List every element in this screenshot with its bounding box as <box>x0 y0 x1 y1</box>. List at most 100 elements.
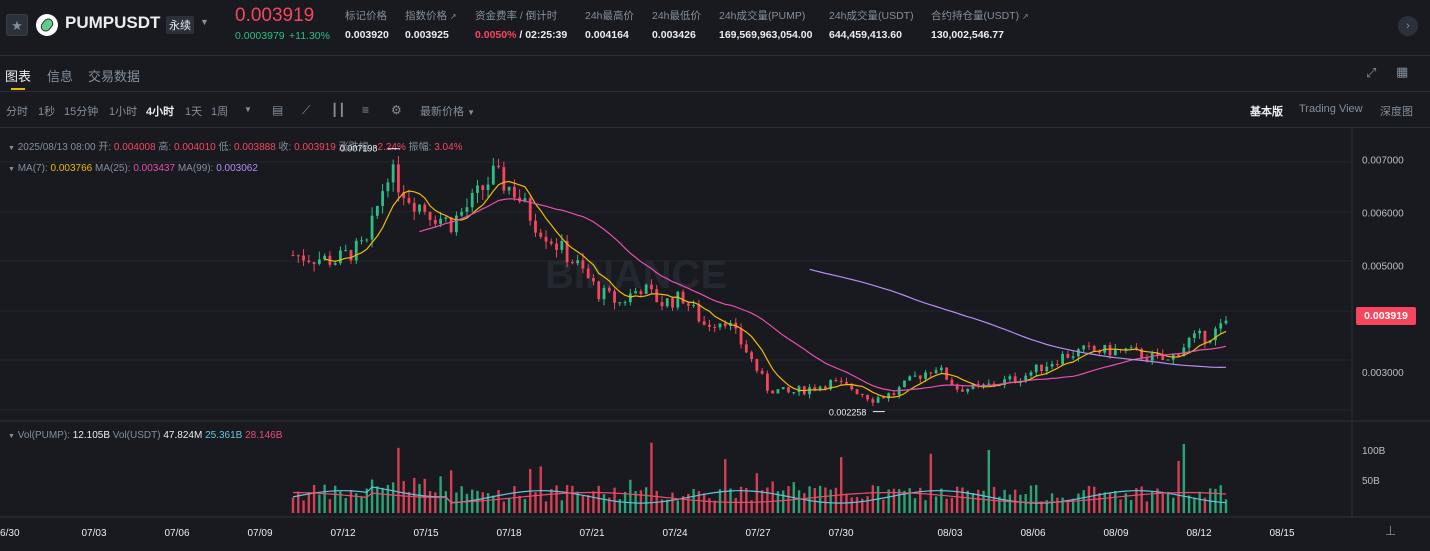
candle-body <box>323 255 327 260</box>
chart-settings-icon[interactable]: ⊥ <box>1385 523 1397 538</box>
interval-1h[interactable]: 1小时 <box>109 106 138 118</box>
price-axis-label: 0.003000 <box>1362 368 1404 379</box>
candle-body <box>307 260 311 263</box>
volume-bar <box>650 442 653 513</box>
candle-body <box>929 372 933 374</box>
volume-bar <box>681 496 685 513</box>
layout-grid-icon[interactable]: ▦ <box>1396 64 1409 79</box>
candle-body <box>539 232 543 237</box>
tab-chart[interactable]: 图表 <box>5 69 32 84</box>
price-markers: 0.007198 0.002258 <box>340 144 885 418</box>
candle-body <box>813 387 817 391</box>
volume-bar <box>1071 498 1075 513</box>
volume-bar <box>977 489 980 513</box>
settings-gear-icon[interactable]: ⚙ <box>391 103 402 117</box>
volume-bar <box>1219 485 1222 513</box>
fullscreen-icon[interactable]: ⤢ <box>1366 65 1377 80</box>
price-type-select[interactable]: 最新价格 ▼ <box>420 106 475 118</box>
volume-bar <box>1129 500 1133 513</box>
symbol-name[interactable]: PUMPUSDT <box>65 13 161 32</box>
volume-bar <box>439 476 442 513</box>
view-basic[interactable]: 基本版 <box>1250 106 1283 118</box>
date-axis-label: 07/12 <box>330 528 355 539</box>
volume-bar <box>407 491 411 513</box>
volume-bar <box>560 500 564 513</box>
volume-bar <box>1135 488 1138 513</box>
drawing-tools-icon[interactable]: ⟋ <box>302 103 311 117</box>
candle-body <box>586 268 590 279</box>
chart-grid <box>0 128 1430 518</box>
candle-body <box>760 370 764 374</box>
candle-body <box>365 239 369 241</box>
collapse-ma-icon[interactable]: ▼ <box>8 166 15 173</box>
interval-1d[interactable]: 1天 <box>185 106 203 118</box>
external-link-icon: ↗ <box>449 12 457 21</box>
candle-body <box>850 383 854 390</box>
candle-body <box>708 324 711 327</box>
indicator-calendar-icon[interactable]: ▤ <box>272 103 284 117</box>
volume-bar <box>776 491 780 513</box>
candle-body <box>391 164 395 183</box>
volume-bar <box>908 488 911 513</box>
candle-body <box>512 186 516 198</box>
volume-bar <box>1140 486 1143 513</box>
candle-body <box>581 260 585 269</box>
volume-bar <box>739 486 743 513</box>
stat-value-funding: 0.0050% / 02:25:39 <box>475 29 568 41</box>
candle-body <box>344 250 348 252</box>
volume-bar <box>1061 497 1064 513</box>
volume-bar <box>502 501 506 513</box>
stat-label-index-price[interactable]: 指数价格 ↗ <box>405 10 457 22</box>
volume-bar <box>1156 488 1159 513</box>
chevron-down-icon: ▼ <box>467 108 475 117</box>
volume-bar <box>813 488 817 513</box>
stat-value-24h-vol-usdt: 644,459,413.60 <box>829 29 902 41</box>
favorite-star-button[interactable]: ★ <box>6 14 28 36</box>
volume-bar <box>913 498 917 513</box>
volume-bars <box>291 442 1228 513</box>
volume-bar <box>808 486 811 513</box>
candle-body <box>744 344 748 353</box>
view-depth[interactable]: 深度图 <box>1380 106 1413 118</box>
candle-body <box>1140 348 1144 359</box>
candle-type-icon[interactable]: ┃┃ <box>331 103 346 117</box>
candle-body <box>481 185 485 190</box>
candle-body <box>418 204 421 212</box>
candle-body <box>776 389 780 394</box>
more-intervals-dropdown-icon[interactable]: ▼ <box>244 105 252 114</box>
volume-bar <box>866 496 869 513</box>
candle-body <box>892 393 896 395</box>
interval-15m[interactable]: 15分钟 <box>64 106 99 118</box>
volume-bar <box>581 496 585 513</box>
ma99-line <box>809 268 1227 369</box>
interval-time-sharing[interactable]: 分时 <box>6 106 28 118</box>
candle-body <box>1050 363 1054 367</box>
collapse-vol-icon[interactable]: ▼ <box>8 433 15 440</box>
volume-bar <box>855 497 859 513</box>
header-scroll-right-button[interactable]: › <box>1398 16 1418 36</box>
stat-label-open-interest[interactable]: 合约持仓量(USDT) ↗ <box>931 10 1029 22</box>
tab-info[interactable]: 信息 <box>47 69 74 84</box>
view-tradingview[interactable]: Trading View <box>1299 103 1363 115</box>
volume-bar <box>982 490 985 513</box>
pump-logo-icon <box>36 14 58 36</box>
volume-bar <box>687 493 690 513</box>
symbol-dropdown-icon[interactable]: ▼ <box>200 17 209 27</box>
contract-type-badge: 永续 <box>166 16 194 34</box>
volume-bar <box>629 479 632 513</box>
collapse-legend-icon[interactable]: ▼ <box>8 145 15 152</box>
candle-body <box>655 289 659 303</box>
candle-body <box>460 211 464 216</box>
interval-4h[interactable]: 4小时 <box>146 106 175 118</box>
interval-1s[interactable]: 1秒 <box>38 106 56 118</box>
interval-1w[interactable]: 1周 <box>211 106 229 118</box>
ma-legend: ▼ MA(7): 0.003766 MA(25): 0.003437 MA(99… <box>8 163 258 174</box>
candle-body <box>565 240 569 263</box>
tab-trading-data[interactable]: 交易数据 <box>88 69 141 84</box>
volume-bar <box>613 487 616 513</box>
candle-body <box>1166 359 1170 361</box>
volume-bar <box>897 489 901 513</box>
indicators-icon[interactable]: ≡ <box>362 103 370 117</box>
candle-body <box>1145 358 1149 361</box>
